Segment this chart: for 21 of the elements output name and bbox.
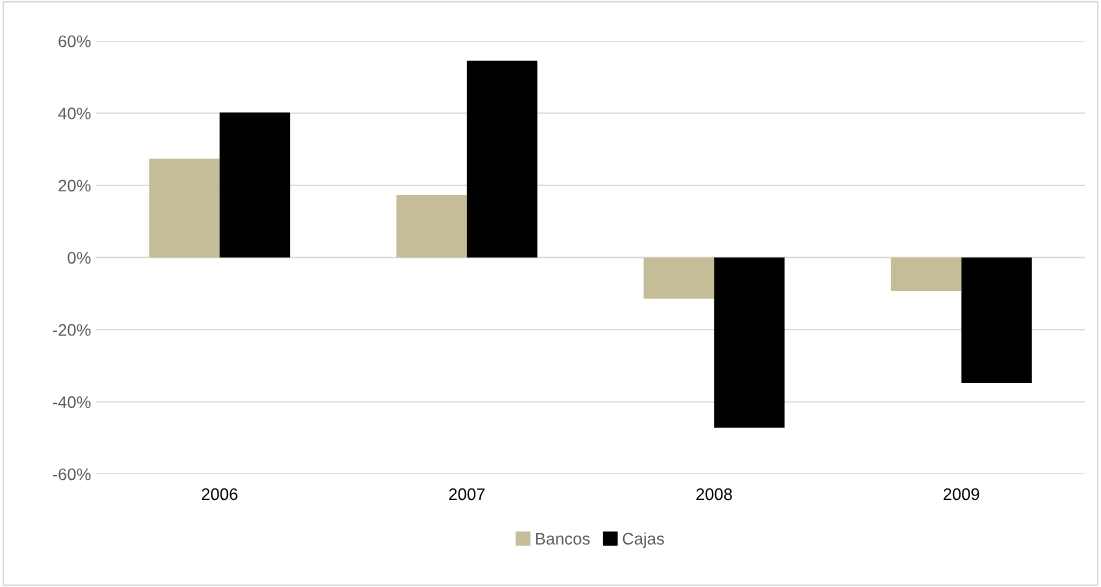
bar bbox=[714, 257, 785, 428]
x-tick-label: 2006 bbox=[201, 488, 238, 501]
bar bbox=[396, 195, 467, 258]
legend-label: Bancos bbox=[536, 533, 590, 545]
y-tick-label: -40% bbox=[52, 396, 91, 409]
bar bbox=[643, 257, 715, 299]
legend-label: Cajas bbox=[622, 532, 664, 548]
bar bbox=[890, 257, 962, 292]
y-tick-label: 20% bbox=[58, 179, 91, 192]
bar bbox=[149, 158, 220, 258]
y-tick-label: 40% bbox=[58, 107, 91, 120]
x-tick-label: 2009 bbox=[943, 488, 980, 501]
bar bbox=[961, 257, 1032, 384]
x-tick-label: 2008 bbox=[696, 488, 732, 501]
bar bbox=[219, 112, 291, 258]
y-tick-label: 0% bbox=[67, 251, 91, 264]
bar bbox=[466, 60, 538, 258]
x-tick-label: 2007 bbox=[449, 488, 485, 501]
y-tick-label: -20% bbox=[52, 324, 91, 336]
y-tick-label: -60% bbox=[52, 468, 91, 481]
y-tick-label: 60% bbox=[58, 35, 91, 48]
